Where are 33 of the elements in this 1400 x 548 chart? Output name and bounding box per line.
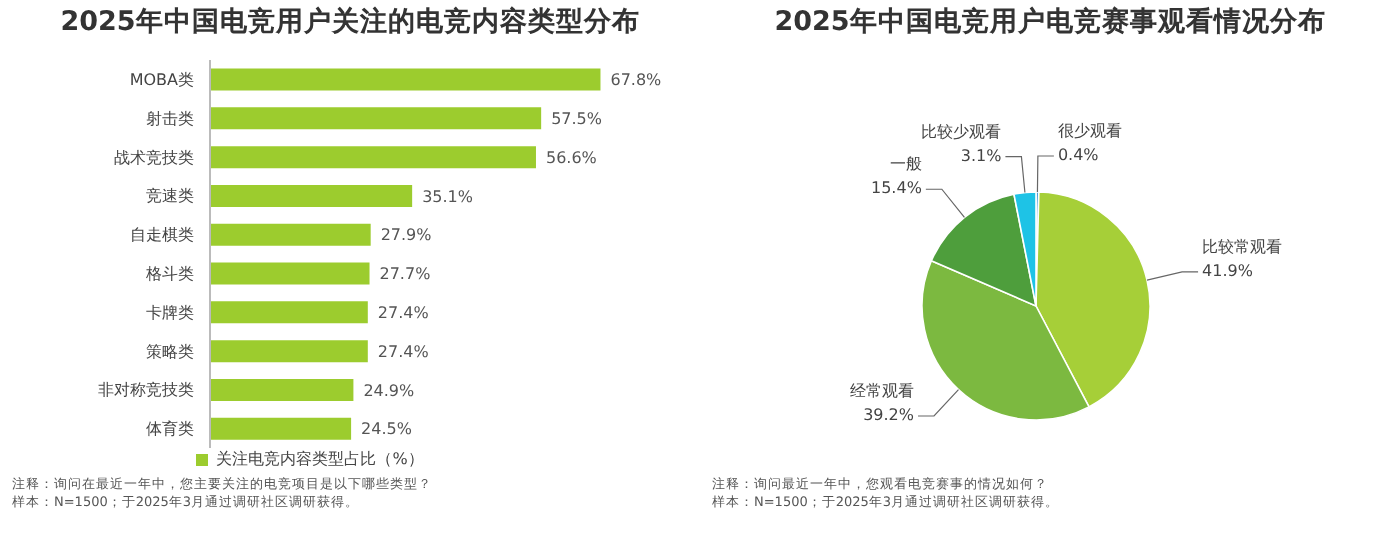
legend-label: 关注电竞内容类型占比（%） — [216, 450, 424, 468]
data-label: 27.7% — [379, 265, 432, 284]
slice-label: 一般 — [889, 155, 922, 174]
slice-label: 经常观看 — [850, 381, 915, 400]
slice-label: 比较少观看 — [921, 122, 1002, 141]
data-label: 27.4% — [377, 304, 430, 323]
data-label: 35.1% — [422, 187, 474, 206]
data-label: 57.5% — [551, 110, 603, 129]
y-tick-label: 战术竞技类 — [114, 148, 194, 167]
slice-label: 很少观看 — [1057, 122, 1122, 141]
data-label: 24.5% — [361, 420, 413, 439]
y-tick-label: 体育类 — [146, 420, 194, 439]
chart-title: 2025年中国电竞用户电竞赛事观看情况分布 — [772, 4, 1328, 40]
y-tick-label: 非对称竞技类 — [98, 381, 194, 400]
data-label: 39.2% — [863, 405, 915, 424]
y-tick-label: 策略类 — [146, 342, 194, 361]
data-label: 56.6% — [545, 148, 598, 167]
y-tick-label: 竞速类 — [146, 187, 194, 206]
y-tick-label: MOBA类 — [129, 71, 194, 90]
data-label: 67.8% — [610, 71, 663, 90]
data-label: 41.9% — [1202, 261, 1254, 280]
data-label: 27.9% — [380, 226, 433, 245]
y-tick-label: 射击类 — [146, 109, 194, 128]
data-label: 3.1% — [960, 146, 1003, 165]
slice-label: 比较常观看 — [1202, 237, 1283, 256]
data-label: 15.4% — [871, 179, 923, 198]
data-label: 0.4% — [1057, 146, 1100, 165]
chart-title: 2025年中国电竞用户关注的电竞内容类型分布 — [58, 4, 642, 40]
data-label: 24.9% — [363, 381, 416, 400]
data-label: 27.4% — [377, 342, 430, 361]
y-tick-label: 格斗类 — [144, 265, 194, 284]
y-tick-label: 自走棋类 — [130, 226, 194, 245]
y-tick-label: 卡牌类 — [146, 303, 194, 322]
